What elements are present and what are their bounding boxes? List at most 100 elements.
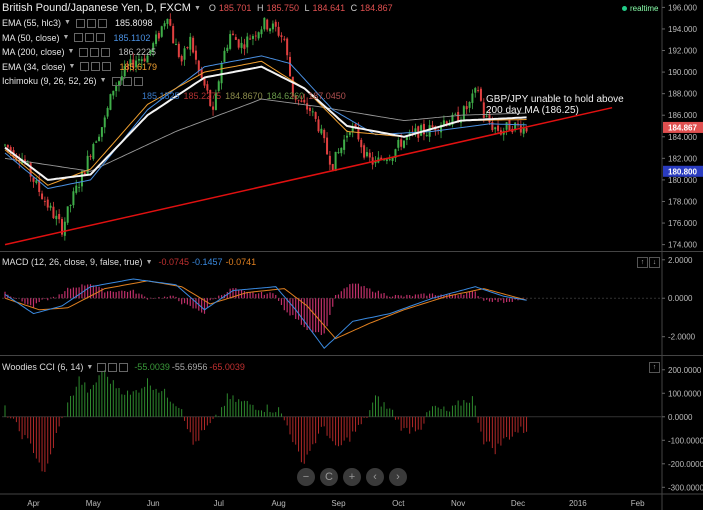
x-axis-month-label: Jul	[214, 499, 224, 508]
candle-body	[445, 121, 448, 126]
symbol-title[interactable]: British Pound/Japanese Yen, D, FXCM	[2, 2, 191, 14]
candle-body	[214, 92, 217, 110]
gear-icon[interactable]	[85, 33, 95, 43]
eye-icon[interactable]	[79, 47, 89, 57]
candle	[232, 30, 234, 36]
price-axis-label: 186.000	[668, 111, 697, 120]
macd-hist-bar	[429, 293, 431, 299]
macd-hist-bar	[349, 284, 351, 299]
candle	[243, 38, 246, 56]
macd-hist-bar	[269, 292, 271, 299]
x-axis-month-label: Feb	[631, 499, 645, 508]
chevron-down-icon[interactable]: ▼	[67, 48, 75, 55]
macd-panel-up-icon[interactable]: ↑	[637, 257, 648, 268]
candle-body	[163, 23, 166, 27]
close-value: 184.867	[360, 3, 393, 13]
candle	[75, 179, 78, 195]
candle	[149, 50, 152, 57]
candle	[89, 154, 92, 161]
candle-body	[175, 43, 177, 45]
macd-hist-bar	[511, 298, 513, 302]
legend-row-ema34[interactable]: EMA (34, close) ▼ 185.6179	[2, 60, 346, 75]
candle-body	[129, 59, 132, 67]
eye-icon[interactable]	[75, 18, 85, 28]
indicator-label: Ichimoku (9, 26, 52, 26)	[2, 76, 97, 86]
legend-row-ema55[interactable]: EMA (55, hlc3) ▼ 185.8098	[2, 16, 346, 31]
chevron-down-icon[interactable]: ▼	[86, 363, 94, 371]
symbol-dropdown-icon[interactable]: ▼	[193, 4, 201, 12]
legend-row-ma50[interactable]: MA (50, close) ▼ 185.1102	[2, 31, 346, 46]
close-icon[interactable]	[133, 76, 143, 86]
macd-panel-down-icon[interactable]: ↓	[649, 257, 660, 268]
legend-row-ma200[interactable]: MA (200, close) ▼ 186.2225	[2, 45, 346, 60]
eye-icon[interactable]	[80, 62, 90, 72]
macd-hist-bar	[50, 297, 52, 299]
zoom-out-button[interactable]: −	[297, 468, 315, 486]
candle-body	[280, 35, 283, 38]
close-icon[interactable]	[97, 18, 107, 28]
chevron-down-icon[interactable]: ▼	[62, 33, 70, 41]
cci-panel-up-icon[interactable]: ↑	[649, 362, 660, 373]
eye-icon[interactable]	[97, 362, 107, 372]
gear-icon[interactable]	[91, 62, 101, 72]
candle	[269, 27, 272, 34]
close-icon[interactable]	[102, 62, 112, 72]
candle-body	[209, 90, 212, 106]
candle-body	[217, 81, 220, 91]
close-icon[interactable]	[96, 33, 106, 43]
macd-hist-bar	[209, 298, 211, 301]
macd-hist-bar	[72, 287, 74, 299]
candle-body	[485, 115, 488, 117]
macd-hist-bar	[323, 298, 325, 334]
macd-hist-bar	[406, 294, 408, 299]
macd-hist-bar	[514, 298, 516, 300]
scroll-forward-button[interactable]: ›	[389, 468, 407, 486]
candle-body	[160, 26, 163, 37]
macd-hist-bar	[201, 298, 203, 313]
candle-body	[263, 17, 266, 30]
candle	[497, 120, 500, 134]
candle-body	[425, 135, 428, 136]
gear-icon[interactable]	[108, 362, 118, 372]
candle-body	[400, 139, 403, 147]
candle-body	[286, 38, 289, 56]
chevron-down-icon[interactable]: ▼	[145, 258, 153, 266]
eye-icon[interactable]	[74, 33, 84, 43]
gear-icon[interactable]	[90, 47, 100, 57]
candle-body	[334, 151, 337, 171]
chevron-down-icon[interactable]: ▼	[64, 19, 71, 26]
close-icon[interactable]	[101, 47, 111, 57]
macd-hist-bar	[380, 293, 382, 299]
macd-hist-bar	[397, 295, 399, 299]
chevron-down-icon[interactable]: ▼	[68, 62, 76, 70]
zoom-reset-button[interactable]: C	[320, 468, 338, 486]
eye-icon[interactable]	[111, 76, 121, 86]
gear-icon[interactable]	[86, 18, 96, 28]
scroll-back-button[interactable]: ‹	[366, 468, 384, 486]
macd-hist-bar	[69, 288, 72, 299]
candle	[371, 152, 374, 170]
macd-hist-bar	[10, 296, 12, 299]
price-axis-label: 182.000	[668, 154, 697, 163]
macd-legend[interactable]: MACD (12, 26, close, 9, false, true) ▼ -…	[2, 257, 256, 267]
candle-body	[303, 99, 306, 103]
candle	[115, 82, 118, 97]
close-icon[interactable]	[119, 362, 129, 372]
indicator-label: EMA (34, close)	[2, 61, 66, 72]
candle-body	[482, 102, 485, 118]
macd-hist-bar	[35, 298, 37, 304]
candle-body	[368, 152, 371, 158]
macd-hist-bar	[497, 298, 499, 303]
macd-hist-bar	[175, 296, 177, 299]
cci-legend[interactable]: Woodies CCI (6, 14) ▼ -55.0039 -55.6956 …	[2, 362, 245, 372]
ichimoku-value: 185.1525	[142, 90, 180, 101]
candle-body	[63, 221, 66, 236]
zoom-in-button[interactable]: +	[343, 468, 361, 486]
legend-row-ichimoku[interactable]: Ichimoku (9, 26, 52, 26) ▼	[2, 74, 346, 89]
gear-icon[interactable]	[122, 76, 132, 86]
chevron-down-icon[interactable]: ▼	[99, 77, 107, 84]
candle	[471, 89, 474, 110]
indicator-value: 185.1102	[113, 32, 151, 43]
macd-hist-bar	[494, 298, 496, 301]
